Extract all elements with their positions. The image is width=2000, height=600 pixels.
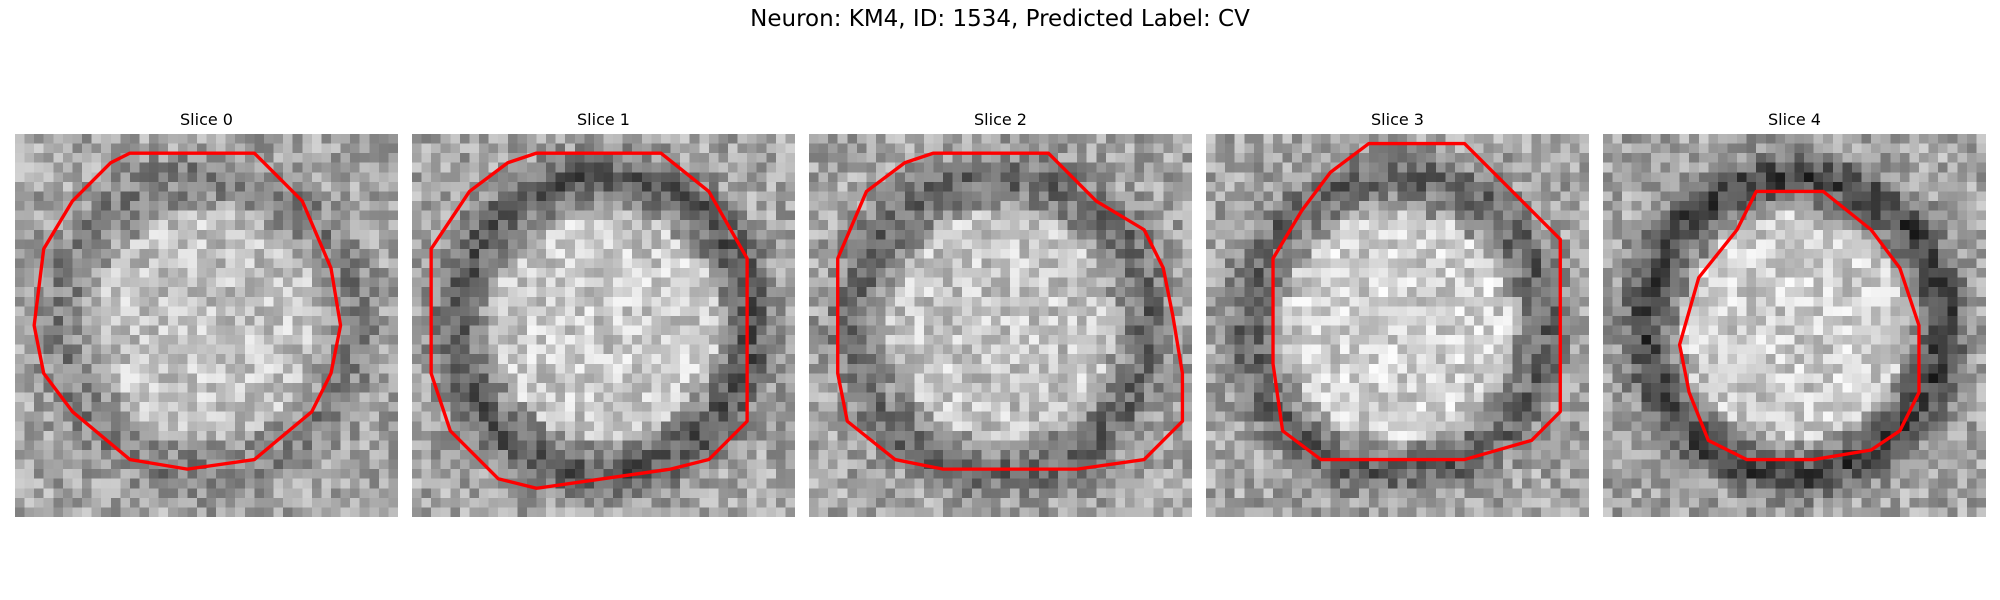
slice-panel-3: Slice 3 [1206,108,1589,517]
neuron-contour [1677,189,1921,462]
contour-overlay [1271,141,1562,462]
slice-image-0 [15,134,398,517]
grayscale-texture [809,134,1192,517]
slice-title-3: Slice 3 [1371,110,1424,129]
neuron-contour [1271,141,1562,462]
contour-overlay [836,151,1185,471]
slice-image-3 [1206,134,1589,517]
slice-title-1: Slice 1 [577,110,630,129]
slice-title-0: Slice 0 [180,110,233,129]
figure-title: Neuron: KM4, ID: 1534, Predicted Label: … [750,6,1250,32]
slice-panel-2: Slice 2 [809,108,1192,517]
contour-overlay [429,151,749,490]
slice-title-4: Slice 4 [1768,110,1821,129]
neuron-contour [836,151,1185,471]
slice-image-4 [1603,134,1986,517]
contour-overlay [1677,189,1921,462]
slice-panel-4: Slice 4 [1603,108,1986,517]
slice-panel-1: Slice 1 [412,108,795,517]
contour-overlay [32,151,343,471]
slice-image-2 [809,134,1192,517]
neuron-contour [32,151,343,471]
slice-panel-0: Slice 0 [15,108,398,517]
grayscale-texture [15,134,398,517]
neuron-contour [429,151,749,490]
slice-title-2: Slice 2 [974,110,1027,129]
grayscale-texture [1206,134,1589,517]
grayscale-texture [412,134,795,517]
slice-image-1 [412,134,795,517]
grayscale-texture [1603,134,1986,517]
